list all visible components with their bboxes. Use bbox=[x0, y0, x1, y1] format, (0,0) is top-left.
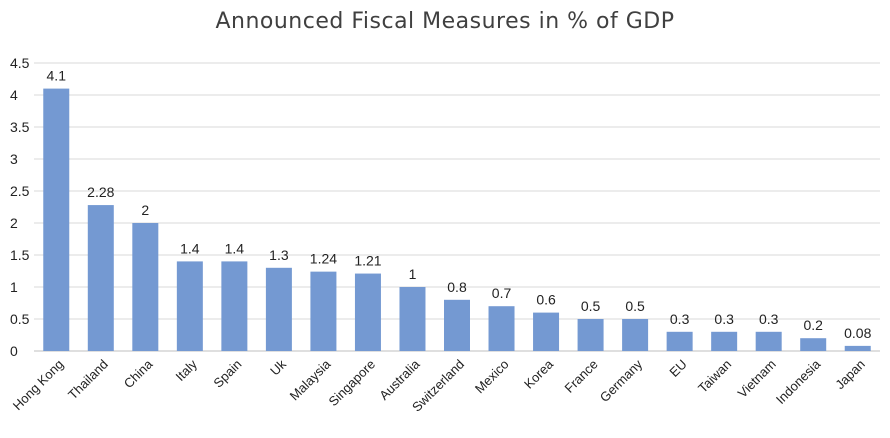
y-tick-label: 3.5 bbox=[10, 119, 30, 135]
bar-vietnam bbox=[755, 331, 782, 351]
x-tick-label: China bbox=[121, 356, 156, 391]
x-tick-label: EU bbox=[666, 357, 689, 380]
y-tick-label: 0.5 bbox=[10, 311, 30, 327]
bar-hong-kong bbox=[43, 88, 70, 351]
x-tick-label: Uk bbox=[267, 356, 289, 378]
x-tick-label: Mexico bbox=[472, 357, 512, 397]
x-tick-label: Japan bbox=[832, 357, 868, 393]
data-label: 0.2 bbox=[803, 317, 823, 333]
y-tick-label: 4.5 bbox=[10, 55, 30, 71]
data-label: 1.3 bbox=[269, 247, 289, 263]
data-label: 0.3 bbox=[759, 311, 779, 327]
bars bbox=[43, 88, 871, 351]
bar-singapore bbox=[354, 273, 381, 351]
y-tick-label: 1 bbox=[10, 279, 18, 295]
bar-thailand bbox=[87, 205, 114, 351]
data-label: 0.7 bbox=[492, 285, 512, 301]
bar-china bbox=[132, 223, 159, 351]
y-tick-label: 3 bbox=[10, 151, 18, 167]
x-tick-label: Hong Kong bbox=[10, 357, 67, 414]
gridlines bbox=[34, 62, 880, 352]
bar-spain bbox=[221, 261, 248, 351]
x-tick-label: Korea bbox=[521, 356, 557, 392]
y-tick-label: 4 bbox=[10, 87, 18, 103]
data-label: 2.28 bbox=[87, 184, 114, 200]
bar-mexico bbox=[488, 306, 515, 351]
y-tick-label: 0 bbox=[10, 343, 18, 359]
bar-indonesia bbox=[800, 338, 827, 351]
x-tick-label: Taiwan bbox=[695, 357, 734, 396]
data-label: 1.21 bbox=[354, 253, 381, 269]
x-tick-label: Vietnam bbox=[735, 357, 779, 401]
bar-australia bbox=[399, 287, 426, 351]
x-tick-label: Singapore bbox=[326, 357, 379, 410]
bar-japan bbox=[844, 345, 871, 351]
data-label: 2 bbox=[141, 202, 149, 218]
y-tick-label: 2 bbox=[10, 215, 18, 231]
bar-germany bbox=[622, 319, 649, 351]
data-label: 0.6 bbox=[536, 292, 556, 308]
y-axis-ticks: 0 0.5 1 1.5 2 2.5 3 3.5 4 4.5 bbox=[10, 55, 30, 359]
data-label: 0.8 bbox=[447, 279, 467, 295]
bar-taiwan bbox=[711, 331, 738, 351]
data-label: 0.5 bbox=[625, 298, 645, 314]
bar-eu bbox=[666, 331, 693, 351]
x-tick-label: Indonesia bbox=[773, 356, 824, 407]
x-tick-label: France bbox=[561, 357, 600, 396]
data-label: 1 bbox=[409, 266, 417, 282]
bar-uk bbox=[265, 267, 292, 351]
bar-switzerland bbox=[444, 299, 470, 351]
data-label: 0.5 bbox=[581, 298, 601, 314]
data-label: 1.4 bbox=[180, 240, 200, 256]
chart-title: Announced Fiscal Measures in % of GDP bbox=[215, 9, 674, 34]
x-tick-label: Italy bbox=[172, 356, 200, 384]
x-tick-label: Germany bbox=[597, 356, 646, 405]
data-label: 1.24 bbox=[310, 251, 337, 267]
data-label: 0.08 bbox=[844, 325, 871, 341]
data-labels: 4.1 2.28 2 1.4 1.4 1.3 1.24 1.21 1 0.8 0.7 0.6 0.5 0.… bbox=[47, 68, 872, 341]
x-tick-label: Thailand bbox=[65, 357, 111, 403]
data-label: 1.4 bbox=[225, 240, 245, 256]
bar-italy bbox=[176, 261, 203, 351]
bar-korea bbox=[533, 312, 560, 351]
data-label: 0.3 bbox=[714, 311, 734, 327]
bar-malaysia bbox=[310, 271, 337, 351]
x-tick-label: Spain bbox=[210, 357, 244, 391]
bar-france bbox=[577, 319, 604, 351]
data-label: 0.3 bbox=[670, 311, 690, 327]
data-label: 4.1 bbox=[47, 68, 67, 84]
y-tick-label: 2.5 bbox=[10, 183, 30, 199]
y-tick-label: 1.5 bbox=[10, 247, 30, 263]
